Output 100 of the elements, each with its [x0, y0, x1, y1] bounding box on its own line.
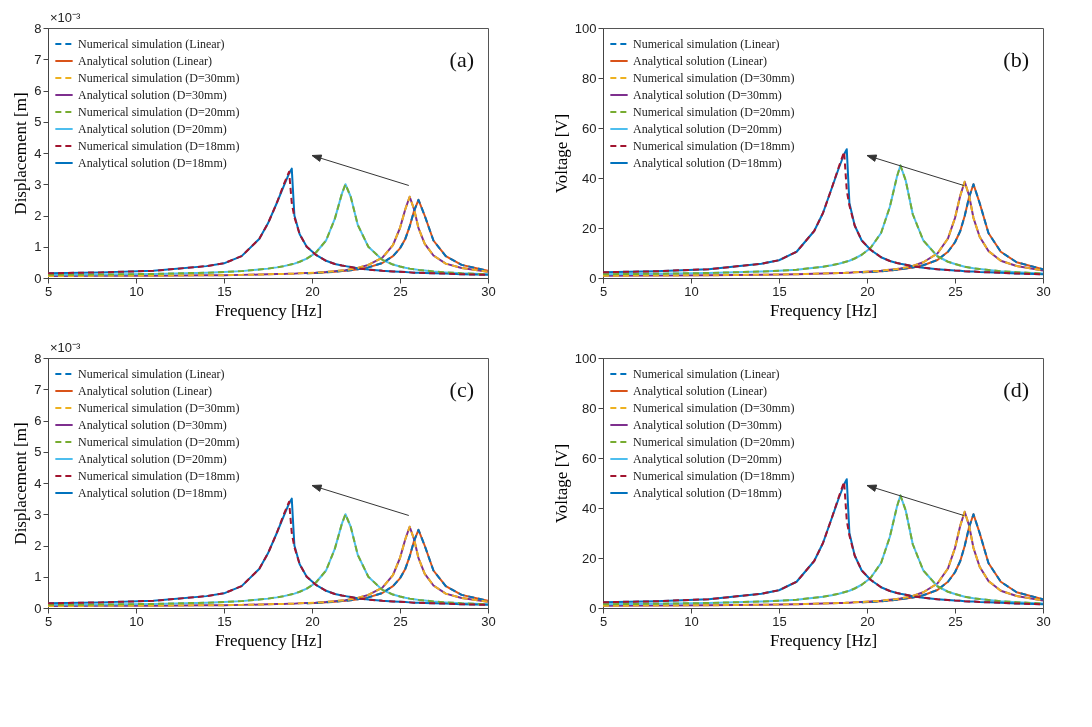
legend-label: Analytical solution (D=20mm) [633, 452, 782, 466]
x-tick-label: 10 [684, 613, 699, 629]
x-tick-label: 10 [684, 283, 699, 299]
text: ×10⁻³ [50, 340, 82, 355]
legend-label: Analytical solution (D=20mm) [633, 122, 782, 136]
legend-label: Numerical simulation (D=20mm) [633, 435, 795, 449]
y-tick-label: 6 [34, 413, 42, 428]
legend-label: Numerical simulation (D=18mm) [78, 139, 240, 153]
legend-label: Numerical simulation (Linear) [78, 367, 225, 381]
annotation: (d) [1003, 377, 1029, 402]
text: ×10⁻³ [50, 10, 82, 25]
y-tick-label: 60 [582, 450, 597, 466]
y-tick-label: 60 [582, 120, 597, 136]
x-tick-label: 15 [217, 613, 232, 629]
legend-label: Numerical simulation (Linear) [78, 37, 225, 51]
legend-label: Numerical simulation (D=30mm) [78, 71, 240, 85]
y-tick-label: 6 [34, 83, 42, 98]
x-tick-label: 30 [481, 283, 496, 299]
y-axis-title: Displacement [m] [11, 422, 31, 545]
legend-label: Analytical solution (D=20mm) [78, 122, 227, 136]
x-tick-label: 5 [44, 613, 53, 629]
y-tick-label: 3 [34, 506, 42, 522]
legend-label: Numerical simulation (D=20mm) [78, 435, 240, 449]
legend-label: Numerical simulation (D=30mm) [633, 71, 795, 85]
x-tick-label: 25 [948, 283, 963, 299]
legend-label: Numerical simulation (D=20mm) [78, 105, 240, 119]
x-tick-label: 25 [948, 613, 963, 629]
x-tick-label: 15 [772, 613, 787, 629]
x-tick-label: 5 [599, 283, 608, 299]
annotation: (c) [449, 377, 474, 402]
x-tick-label: 25 [393, 613, 408, 629]
y-tick-label: 1 [34, 569, 42, 585]
y-tick-label: 7 [34, 381, 42, 397]
x-axis-title: Frequency [Hz] [214, 630, 323, 650]
x-axis-title: Frequency [Hz] [769, 300, 878, 320]
legend-label: Analytical solution (D=30mm) [78, 418, 227, 432]
legend-label: Analytical solution (Linear) [78, 384, 212, 398]
y-tick-label: 4 [34, 475, 42, 491]
x-tick-label: 15 [217, 283, 232, 299]
y-tick-label: 3 [34, 176, 42, 192]
y-tick-label: 8 [34, 350, 42, 366]
y-tick-label: 40 [582, 170, 597, 186]
annotation: (b) [1003, 47, 1029, 72]
legend-label: Numerical simulation (D=18mm) [633, 469, 795, 483]
y-tick-label: 5 [34, 444, 42, 460]
legend-label: Numerical simulation (D=30mm) [78, 401, 240, 415]
y-tick-label: 80 [582, 400, 597, 416]
legend-label: Numerical simulation (Linear) [633, 37, 780, 51]
x-axis-title: Frequency [Hz] [214, 300, 323, 320]
y-tick-label: 2 [34, 208, 42, 223]
y-tick-label: 100 [574, 20, 597, 36]
y-tick-label: 7 [34, 51, 42, 67]
legend-label: Analytical solution (Linear) [633, 54, 767, 68]
x-tick-label: 30 [1036, 613, 1051, 629]
y-tick-label: 40 [582, 500, 597, 516]
y-axis-title: Displacement [m] [11, 92, 31, 215]
x-tick-label: 30 [1036, 283, 1051, 299]
x-tick-label: 20 [305, 613, 320, 629]
legend-label: Analytical solution (D=18mm) [78, 486, 227, 500]
x-tick-label: 15 [772, 283, 787, 299]
legend-label: Numerical simulation (Linear) [633, 367, 780, 381]
legend-label: Numerical simulation (D=18mm) [78, 469, 240, 483]
y-tick-label: 5 [34, 114, 42, 130]
x-tick-label: 30 [481, 613, 496, 629]
y-tick-label: 80 [582, 70, 597, 86]
x-tick-label: 10 [129, 283, 144, 299]
annotation: (a) [449, 47, 474, 72]
y-axis-title: Voltage [V] [551, 113, 571, 194]
x-tick-label: 5 [44, 283, 53, 299]
legend-label: Analytical solution (D=30mm) [78, 88, 227, 102]
legend-label: Numerical simulation (D=30mm) [633, 401, 795, 415]
x-tick-label: 25 [393, 283, 408, 299]
legend-label: Analytical solution (D=30mm) [633, 418, 782, 432]
x-tick-label: 10 [129, 613, 144, 629]
legend-label: Analytical solution (D=18mm) [633, 486, 782, 500]
y-axis-title: Voltage [V] [551, 443, 571, 524]
y-tick-label: 0 [34, 600, 42, 616]
legend-label: Analytical solution (D=20mm) [78, 452, 227, 466]
legend-label: Analytical solution (D=18mm) [633, 156, 782, 170]
legend-label: Analytical solution (D=18mm) [78, 156, 227, 170]
legend-label: Analytical solution (D=30mm) [633, 88, 782, 102]
y-tick-label: 0 [589, 600, 597, 616]
y-tick-label: 0 [589, 270, 597, 286]
y-tick-label: 0 [34, 270, 42, 286]
x-tick-label: 20 [860, 283, 875, 299]
y-tick-label: 8 [34, 20, 42, 36]
x-tick-label: 20 [305, 283, 320, 299]
y-tick-label: 1 [34, 239, 42, 255]
legend-label: Analytical solution (Linear) [633, 384, 767, 398]
legend-label: Numerical simulation (D=18mm) [633, 139, 795, 153]
y-tick-label: 4 [34, 145, 42, 161]
x-tick-label: 5 [599, 613, 608, 629]
y-tick-label: 100 [574, 350, 597, 366]
legend-label: Numerical simulation (D=20mm) [633, 105, 795, 119]
y-tick-label: 20 [582, 550, 597, 566]
x-axis-title: Frequency [Hz] [769, 630, 878, 650]
legend-label: Analytical solution (Linear) [78, 54, 212, 68]
x-tick-label: 20 [860, 613, 875, 629]
y-tick-label: 20 [582, 220, 597, 236]
y-tick-label: 2 [34, 538, 42, 553]
